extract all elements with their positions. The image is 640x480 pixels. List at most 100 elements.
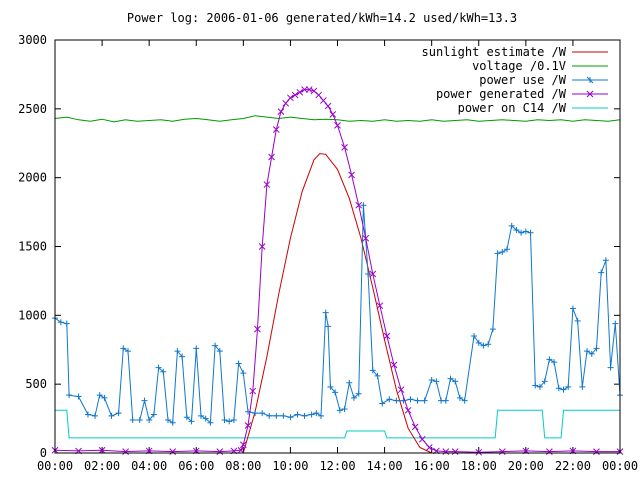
series-1 (54, 115, 621, 123)
data-point (508, 222, 515, 229)
data-point (318, 412, 325, 419)
series-line (54, 205, 621, 424)
data-point (485, 341, 492, 348)
x-tick-label: 18:00 (461, 459, 497, 473)
data-point (560, 386, 567, 393)
data-point (555, 385, 562, 392)
data-point (489, 326, 496, 333)
data-point (287, 414, 294, 421)
data-point (301, 412, 308, 419)
data-point (150, 411, 157, 418)
data-point (355, 390, 362, 397)
plot-frame (54, 39, 621, 454)
legend-label: sunlight estimate /W (422, 45, 567, 59)
data-point (305, 86, 313, 93)
data-point (522, 228, 529, 235)
data-point (588, 350, 595, 357)
data-point (155, 364, 162, 371)
data-point (239, 441, 247, 449)
data-point (400, 397, 407, 404)
legend-marker (586, 90, 594, 98)
data-point (296, 88, 304, 96)
data-point (322, 309, 329, 316)
data-point (574, 317, 581, 324)
y-tick-label: 2500 (18, 102, 47, 116)
data-point (336, 407, 343, 414)
data-point (273, 412, 280, 419)
data-point (579, 383, 586, 390)
data-point (369, 270, 377, 278)
x-tick-label: 16:00 (414, 459, 450, 473)
data-point (593, 448, 600, 455)
data-point (96, 392, 103, 399)
data-point (348, 171, 355, 179)
data-point (169, 419, 176, 426)
data-point (513, 226, 520, 233)
legend-label: power on C14 /W (458, 101, 567, 115)
data-point (66, 392, 73, 399)
data-point (183, 414, 190, 421)
data-point (407, 396, 414, 403)
data-point (475, 448, 483, 456)
data-point (98, 446, 106, 454)
data-point (259, 410, 266, 417)
data-point (313, 410, 320, 417)
data-point (393, 397, 400, 404)
data-point (115, 410, 122, 417)
data-point (63, 320, 70, 327)
data-point (425, 444, 433, 451)
data-point (84, 411, 91, 418)
data-point (226, 418, 233, 425)
data-point (282, 99, 290, 107)
data-point (397, 386, 405, 394)
data-point (252, 410, 259, 417)
data-point (230, 416, 237, 423)
data-point (291, 91, 299, 99)
data-point (207, 419, 214, 426)
data-point (541, 378, 548, 385)
data-point (294, 411, 301, 418)
data-point (320, 97, 327, 104)
data-point (193, 345, 200, 352)
data-point (120, 345, 127, 352)
series-line (55, 409, 620, 439)
data-point (341, 144, 348, 151)
legend-label: power generated /W (436, 87, 567, 101)
y-tick-label: 1500 (18, 240, 47, 254)
data-point (329, 110, 337, 118)
data-point (266, 412, 273, 419)
data-point (383, 332, 391, 340)
data-point (249, 387, 257, 395)
x-tick-label: 08:00 (225, 459, 261, 473)
data-point (197, 412, 204, 419)
data-point (475, 339, 482, 346)
data-point (551, 359, 558, 366)
data-point (136, 416, 143, 423)
x-tick-label: 10:00 (272, 459, 308, 473)
series-3 (51, 86, 624, 456)
x-tick-label: 20:00 (508, 459, 544, 473)
legend-label: voltage /0.1V (472, 59, 566, 73)
data-point (254, 325, 261, 333)
data-point (499, 249, 506, 256)
data-point (546, 448, 553, 455)
data-point (160, 368, 167, 375)
data-point (390, 361, 398, 369)
data-point (108, 412, 115, 419)
y-tick-label: 1000 (18, 308, 47, 322)
data-point (263, 181, 271, 188)
data-point (355, 201, 363, 209)
x-tick-label: 04:00 (131, 459, 167, 473)
data-point (221, 416, 228, 423)
data-point (494, 250, 501, 257)
data-point (584, 348, 591, 355)
data-point (456, 394, 463, 401)
data-point (268, 153, 275, 161)
y-tick-label: 0 (40, 446, 47, 460)
x-tick-label: 00:00 (602, 459, 638, 473)
data-point (360, 202, 367, 209)
legend-label: power use /W (479, 73, 566, 87)
y-tick-label: 3000 (18, 33, 47, 47)
